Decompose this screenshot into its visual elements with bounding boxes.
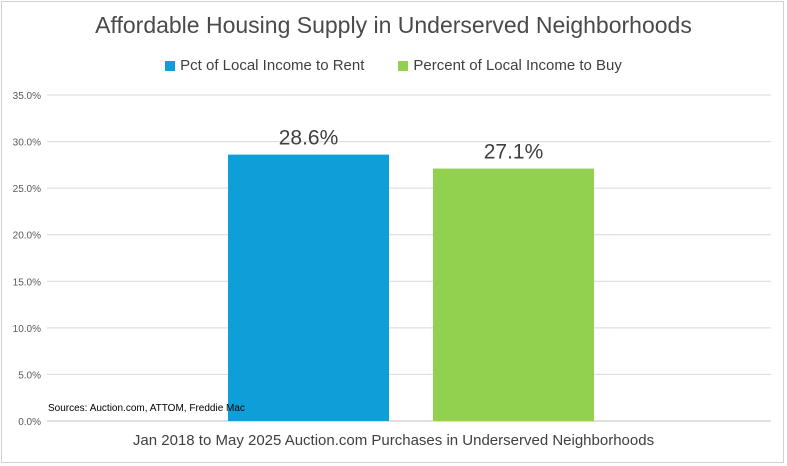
legend: Pct of Local Income to Rent Percent of L… bbox=[0, 57, 787, 74]
chart-title: Affordable Housing Supply in Underserved… bbox=[95, 12, 692, 38]
bar-buy bbox=[433, 168, 594, 421]
data-label-buy: 27.1% bbox=[484, 141, 544, 164]
y-tick-label: 20.0% bbox=[13, 231, 41, 242]
legend-label-rent: Pct of Local Income to Rent bbox=[180, 57, 365, 74]
legend-label-buy: Percent of Local Income to Buy bbox=[413, 57, 622, 74]
legend-item-buy: Percent of Local Income to Buy bbox=[398, 57, 622, 74]
y-tick-label: 15.0% bbox=[13, 277, 41, 288]
y-tick-label: 0.0% bbox=[18, 417, 41, 428]
legend-swatch-buy bbox=[398, 60, 409, 71]
y-tick-label: 5.0% bbox=[18, 370, 41, 381]
y-tick-label: 25.0% bbox=[13, 184, 41, 195]
bar-rent bbox=[228, 154, 389, 421]
y-tick-label: 35.0% bbox=[13, 91, 41, 102]
y-tick-label: 30.0% bbox=[13, 138, 41, 149]
y-tick-label: 10.0% bbox=[13, 324, 41, 335]
data-label-rent: 28.6% bbox=[279, 127, 339, 150]
legend-swatch-rent bbox=[165, 60, 176, 71]
x-axis-label: Jan 2018 to May 2025 Auction.com Purchas… bbox=[132, 432, 655, 449]
source-note: Sources: Auction.com, ATTOM, Freddie Mac bbox=[48, 403, 245, 414]
legend-item-rent: Pct of Local Income to Rent bbox=[165, 57, 364, 74]
